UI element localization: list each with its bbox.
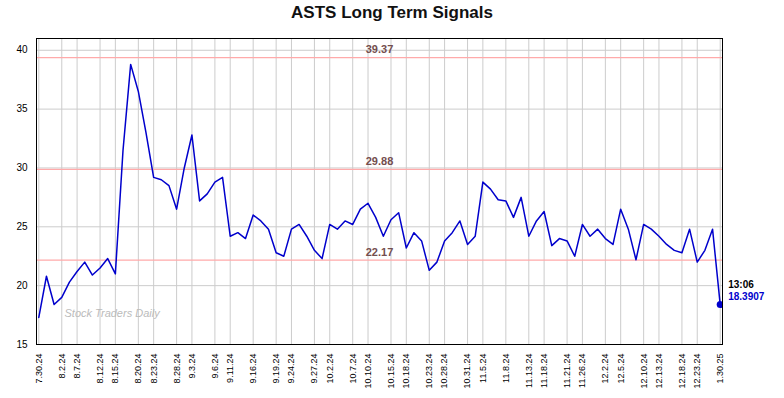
svg-text:10.10.24: 10.10.24 [363,354,373,389]
svg-text:10.15.24: 10.15.24 [386,354,396,389]
svg-text:11.26.24: 11.26.24 [577,354,587,388]
svg-text:12.23.24: 12.23.24 [692,354,702,389]
svg-text:1.30.25: 1.30.25 [715,354,725,384]
svg-text:11.5.24: 11.5.24 [478,354,488,383]
svg-text:22.17: 22.17 [366,246,394,258]
svg-text:25: 25 [16,221,28,232]
svg-text:12.5.24: 12.5.24 [616,354,626,384]
html-text:ASTS Long Term Signals: ASTS Long Term Signals [291,3,493,22]
svg-text:10.28.24: 10.28.24 [439,354,449,389]
svg-text:9.24.24: 9.24.24 [286,354,296,384]
svg-text:8.15.24: 8.15.24 [110,354,120,384]
svg-text:11.8.24: 11.8.24 [501,354,511,383]
svg-text:Stock Traders Daily: Stock Traders Daily [65,307,162,319]
svg-text:13:06: 13:06 [728,279,754,290]
svg-text:9.27.24: 9.27.24 [309,354,319,384]
svg-text:9.11.24: 9.11.24 [225,354,235,383]
svg-text:9.6.24: 9.6.24 [210,354,220,379]
svg-text:12.10.24: 12.10.24 [639,354,649,389]
svg-text:15: 15 [16,339,28,350]
svg-text:9.16.24: 9.16.24 [248,354,258,384]
svg-text:8.23.24: 8.23.24 [149,354,159,384]
svg-text:20: 20 [16,280,28,291]
svg-text:10.23.24: 10.23.24 [424,354,434,389]
svg-text:11.21.24: 11.21.24 [562,354,572,388]
svg-text:10.7.24: 10.7.24 [348,354,358,384]
svg-text:12.18.24: 12.18.24 [677,354,687,389]
svg-text:30: 30 [16,162,28,173]
svg-text:11.13.24: 11.13.24 [524,354,534,388]
svg-text:8.7.24: 8.7.24 [72,354,82,379]
svg-text:8.28.24: 8.28.24 [171,354,181,384]
svg-text:9.19.24: 9.19.24 [271,354,281,384]
svg-text:10.31.24: 10.31.24 [462,354,472,389]
svg-text:11.18.24: 11.18.24 [539,354,549,388]
svg-text:8.2.24: 8.2.24 [57,354,67,379]
svg-text:8.12.24: 8.12.24 [95,354,105,384]
svg-text:10.2.24: 10.2.24 [325,354,335,384]
svg-text:12.2.24: 12.2.24 [600,354,610,384]
svg-text:35: 35 [16,103,28,114]
svg-text:12.13.24: 12.13.24 [654,354,664,389]
svg-text:8.20.24: 8.20.24 [133,354,143,384]
svg-text:29.88: 29.88 [366,155,394,167]
svg-text:10.18.24: 10.18.24 [401,354,411,389]
svg-text:18.3907: 18.3907 [728,291,765,302]
svg-text:7.30.24: 7.30.24 [34,354,44,384]
svg-text:9.3.24: 9.3.24 [187,354,197,379]
svg-text:39.37: 39.37 [366,43,394,55]
svg-text:40: 40 [16,44,28,55]
